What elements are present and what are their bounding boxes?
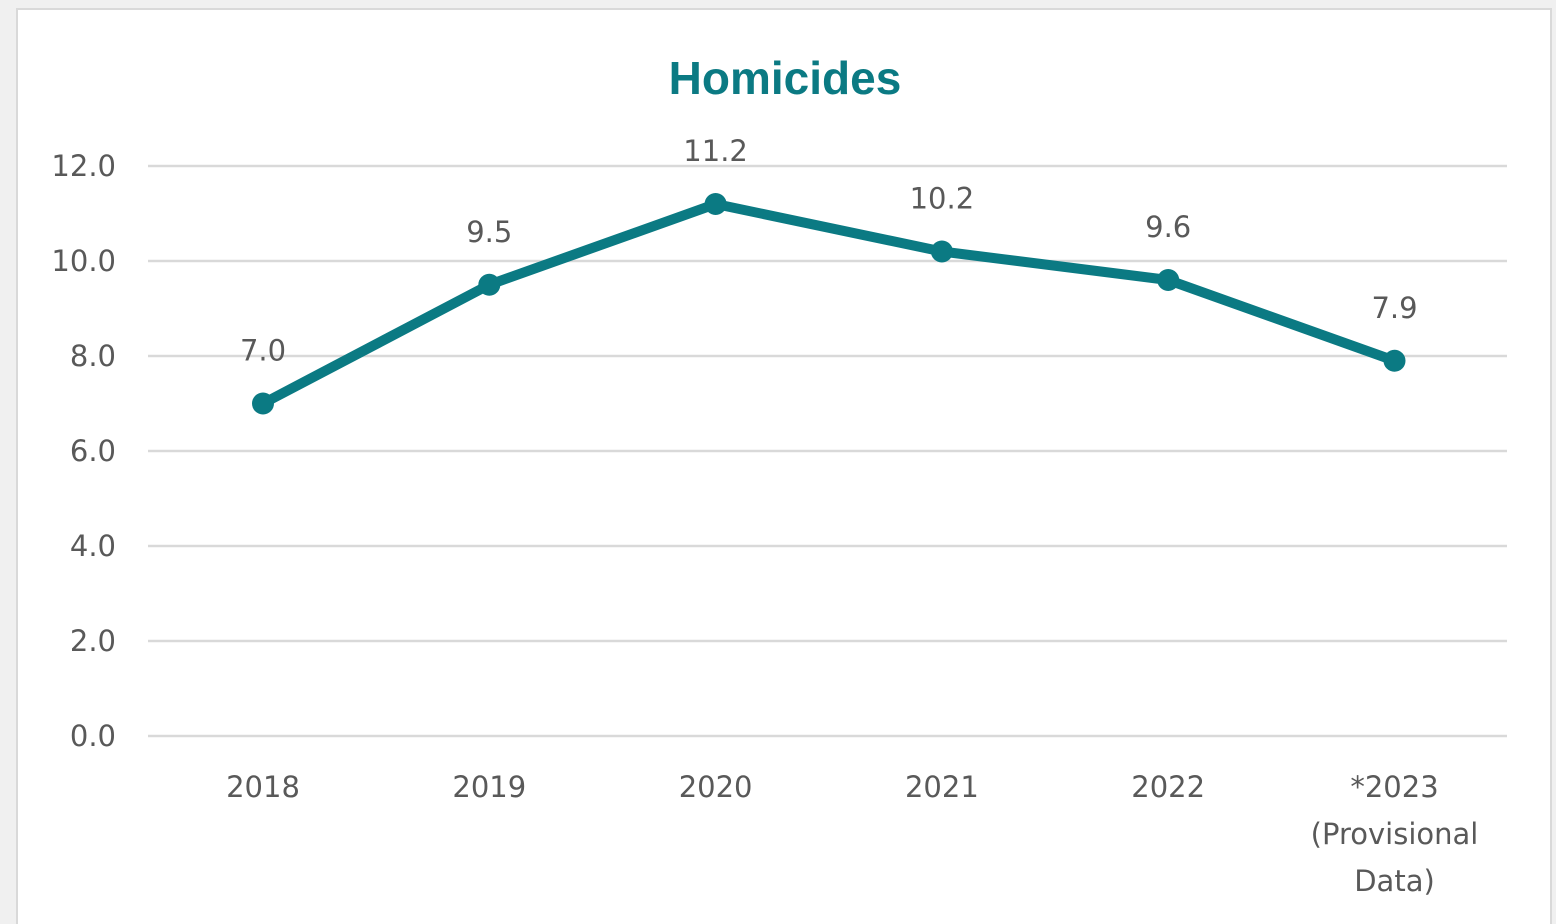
gridlines: [148, 164, 1507, 738]
data-label: 11.2: [683, 134, 748, 168]
data-point: [930, 240, 953, 263]
data-point: [704, 193, 727, 215]
y-tick-label: 6.0: [70, 434, 116, 468]
data-label: 10.2: [910, 182, 975, 216]
data-point: [1383, 349, 1406, 372]
x-tick-label: 2020: [679, 770, 753, 804]
data-point: [252, 392, 274, 415]
y-tick-label: 8.0: [70, 339, 116, 373]
x-tick-label: 2022: [1131, 770, 1205, 804]
data-point: [478, 273, 501, 296]
y-tick-label: 2.0: [70, 624, 116, 658]
y-tick-label: 0.0: [70, 719, 116, 753]
data-labels: 7.0 9.5 11.2 10.2 9.6 7.9: [240, 134, 1418, 368]
chart-title: Homicides: [669, 52, 902, 104]
x-tick-label: 2021: [905, 770, 979, 804]
x-tick-label: *2023 (Provisional Data): [1311, 770, 1479, 898]
data-point: [1157, 269, 1180, 291]
x-axis-ticks: 2018 2019 2020 2021 2022 *2023 (Provisional Dat…: [226, 770, 1478, 898]
data-label: 9.5: [466, 215, 512, 249]
x-tick-label: 2019: [452, 770, 526, 804]
x-tick-label: 2018: [226, 770, 300, 804]
data-label: 7.9: [1371, 291, 1417, 325]
chart-card: [16, 8, 1552, 924]
y-axis-ticks: 0.0 2.0 4.0 6.0 8.0 10.0 12.0: [51, 149, 116, 753]
data-label: 7.0: [240, 334, 286, 368]
y-tick-label: 4.0: [70, 529, 116, 563]
data-label: 9.6: [1145, 210, 1191, 244]
y-tick-label: 10.0: [51, 244, 116, 278]
y-tick-label: 12.0: [51, 149, 116, 183]
series-layer: [252, 193, 1406, 415]
series-line: [258, 199, 1400, 409]
